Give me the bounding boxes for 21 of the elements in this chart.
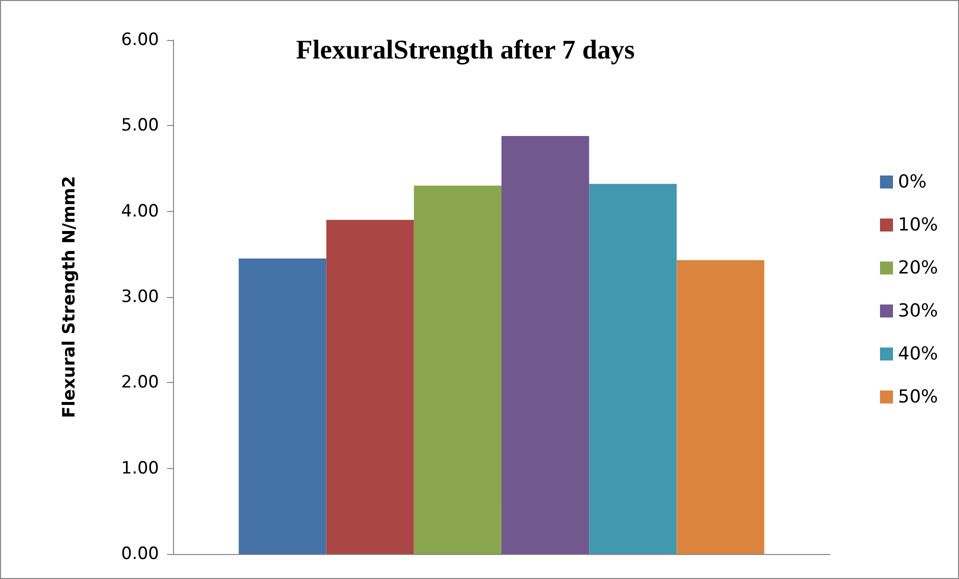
bar: [414, 186, 502, 554]
bar: [326, 220, 414, 554]
bar: [676, 260, 764, 554]
y-tick-label: 6.00: [121, 30, 159, 50]
y-tick-label: 4.00: [121, 201, 159, 222]
bar: [589, 184, 677, 554]
y-tick-label: 2.00: [121, 372, 159, 393]
bar: [238, 258, 326, 554]
chart-title: FlexuralStrength after 7 days: [296, 34, 635, 64]
y-tick-label: 0.00: [121, 544, 159, 564]
bar: [502, 136, 590, 554]
legend-label: 0%: [898, 172, 927, 192]
legend-label: 50%: [898, 386, 938, 408]
y-tick-label: 3.00: [121, 287, 159, 307]
legend-label: 10%: [898, 214, 938, 236]
y-tick-label: 1.00: [121, 458, 159, 478]
legend-label: 40%: [898, 344, 938, 364]
y-axis-title: Flexural Strength N/mm2: [60, 176, 80, 418]
legend-label: 30%: [898, 300, 938, 322]
y-tick-label: 5.00: [121, 116, 159, 136]
legend-label: 20%: [898, 258, 938, 278]
